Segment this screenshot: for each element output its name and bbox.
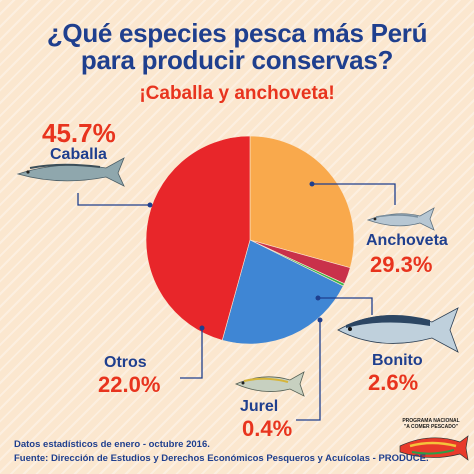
leader-dot-anchoveta — [309, 181, 315, 187]
pie-slice-anchoveta — [249, 135, 355, 269]
footer-source: Fuente: Dirección de Estudios y Derechos… — [14, 453, 429, 464]
logo-fish-icon — [399, 435, 469, 461]
anchoveta-percent: 29.3% — [370, 252, 433, 277]
footer: Datos estadísticos de enero - octubre 20… — [14, 438, 429, 466]
pie-slice-caballa — [145, 135, 251, 341]
otros-percent: 22.0% — [98, 372, 161, 397]
logo-line-1: PROGRAMA NACIONAL — [402, 418, 460, 424]
leader-lines — [77, 183, 396, 421]
title-line-1: ¿Qué especies pesca más Perú — [46, 18, 428, 48]
pie-slices — [145, 135, 355, 345]
leader-dot-otros — [199, 325, 205, 331]
leader-caballa — [77, 193, 150, 206]
caballa-fish-icon — [16, 157, 125, 187]
leader-bonito — [318, 297, 373, 315]
page-title: ¿Qué especies pesca más Perú para produc… — [0, 20, 474, 74]
pie-slice-otros — [221, 239, 344, 345]
subtitle: ¡Caballa y anchoveta! — [139, 83, 335, 104]
leader-dots — [147, 181, 323, 331]
jurel-label: Jurel — [240, 398, 279, 415]
leader-dot-bonito — [315, 295, 321, 301]
title-line-2: para producir conservas? — [80, 45, 394, 75]
caballa-percent: 45.7% — [42, 118, 116, 148]
footer-date-range: Datos estadísticos de enero - octubre 20… — [14, 439, 210, 450]
logo-line-2: "A COMER PESCADO" — [403, 424, 459, 430]
anchoveta-fish-icon — [366, 207, 435, 231]
leader-jurel — [296, 320, 321, 421]
leader-anchoveta — [312, 183, 396, 205]
jurel-fish-icon — [234, 371, 305, 397]
bonito-label: Bonito — [372, 352, 423, 369]
program-logo: PROGRAMA NACIONAL "A COMER PESCADO" — [396, 418, 466, 466]
bonito-fish-icon — [337, 307, 459, 353]
otros-label: Otros — [104, 354, 147, 371]
leader-otros — [180, 328, 203, 379]
leader-dot-caballa — [147, 202, 153, 208]
jurel-percent: 0.4% — [242, 416, 293, 441]
leader-dot-jurel — [317, 317, 323, 323]
anchoveta-label: Anchoveta — [366, 232, 448, 249]
logo-text: PROGRAMA NACIONAL "A COMER PESCADO" — [396, 418, 466, 430]
caballa-label: Caballa — [50, 146, 107, 163]
bonito-percent: 2.6% — [368, 370, 419, 395]
